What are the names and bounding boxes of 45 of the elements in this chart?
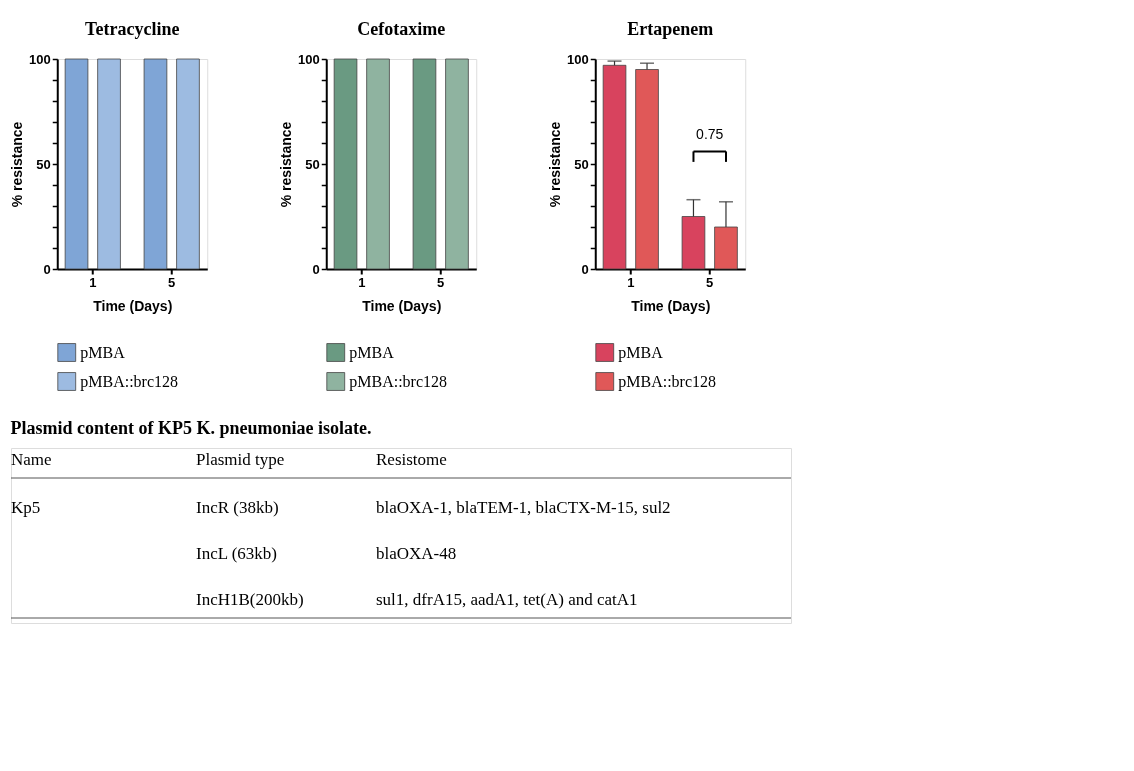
text: Resistome — [376, 450, 447, 469]
y-axis-title: % resistance — [547, 121, 564, 208]
bar — [714, 226, 738, 270]
x-axis-title: Time (Days) — [362, 297, 442, 314]
legend-label: pMBA — [349, 343, 395, 362]
legend-label: pMBA — [80, 343, 126, 362]
bar — [635, 69, 659, 270]
x-tick-label: 1 — [358, 274, 366, 290]
chart-title: Cefotaxime — [357, 19, 446, 39]
x-axis-title: Time (Days) — [93, 297, 173, 314]
text: sul1, dfrA15, aadA1, tet(A) and catA1 — [376, 590, 638, 609]
text: Plasmid content of KP5 K. pneumoniae isolate. — [10, 418, 372, 438]
y-tick-label: 0 — [312, 261, 320, 277]
x-tick-label: 1 — [627, 274, 635, 290]
y-tick-label: 0 — [43, 261, 51, 277]
annotation: 0.75 — [696, 126, 724, 143]
text: IncR (38kb) — [196, 498, 279, 517]
x-tick-label: 1 — [89, 274, 97, 290]
text: Kp5 — [11, 498, 41, 517]
x-tick-label: 5 — [437, 274, 445, 290]
bar — [681, 216, 706, 270]
text: blaOXA-48 — [376, 544, 457, 563]
chart-title: Ertapenem — [627, 19, 714, 39]
text: Name — [11, 450, 52, 469]
x-tick-label: 5 — [168, 274, 176, 290]
y-tick-label: 50 — [305, 156, 320, 172]
legend-label: pMBA — [618, 343, 664, 362]
y-tick-label: 50 — [574, 156, 589, 172]
y-tick-label: 0 — [581, 261, 589, 277]
legend-label: pMBA::brc128 — [618, 372, 717, 391]
x-tick-label: 5 — [706, 274, 714, 290]
text: IncH1B(200kb) — [196, 590, 304, 609]
text: Plasmid type — [196, 450, 285, 469]
text: blaOXA-1, blaTEM-1, blaCTX-M-15, sul2 — [376, 498, 671, 517]
legend-label: pMBA::brc128 — [80, 372, 179, 391]
chart-title: Tetracycline — [85, 19, 180, 39]
y-tick-label: 100 — [298, 51, 320, 67]
y-tick-label: 100 — [567, 51, 589, 67]
x-axis-title: Time (Days) — [631, 297, 711, 314]
legend-label: pMBA::brc128 — [349, 372, 448, 391]
y-tick-label: 50 — [36, 156, 51, 172]
y-axis-title: % resistance — [9, 121, 26, 208]
y-axis-title: % resistance — [278, 121, 295, 208]
text: IncL (63kb) — [196, 544, 278, 563]
y-tick-label: 100 — [29, 51, 51, 67]
